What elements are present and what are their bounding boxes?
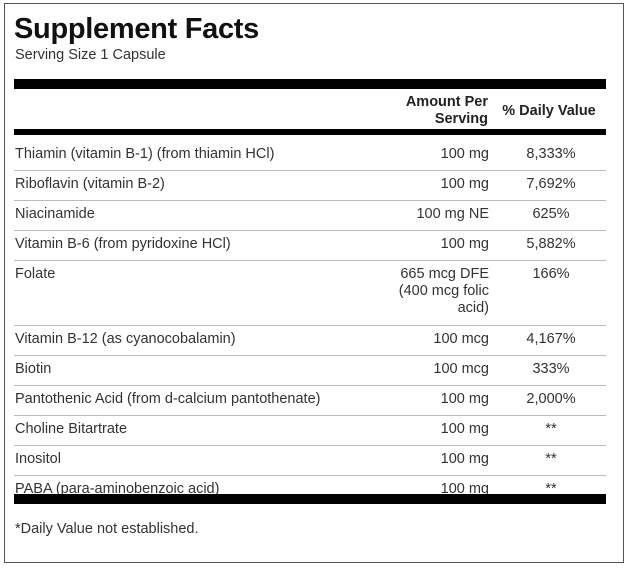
- table-row: Niacinamide 100 mg NE 625%: [14, 201, 606, 231]
- amount-header-line-1: Amount Per: [405, 94, 488, 110]
- daily-value-header: % Daily Value: [502, 103, 596, 119]
- amount-per-serving-header: Amount Per Serving: [378, 94, 488, 128]
- amount-per-serving: 100 mg: [441, 236, 489, 253]
- daily-value-percent: **: [545, 481, 557, 497]
- table-row: Riboflavin (vitamin B-2) 100 mg 7,692%: [14, 171, 606, 201]
- nutrient-name: Riboflavin (vitamin B-2): [15, 176, 165, 192]
- daily-value-percent: 8,333%: [526, 146, 576, 162]
- amount-per-serving: 100 mg NE: [416, 206, 489, 223]
- amount-line: 100 mcg: [433, 331, 489, 347]
- amount-line: acid): [457, 300, 489, 316]
- amount-line: 100 mg: [440, 146, 489, 162]
- table-row: Pantothenic Acid (from d-calcium pantoth…: [14, 386, 606, 416]
- nutrient-name: Choline Bitartrate: [15, 421, 128, 437]
- serving-size: Serving Size 1 Capsule: [15, 47, 166, 63]
- amount-line: (400 mcg folic: [398, 283, 489, 299]
- daily-value-percent: 7,692%: [526, 176, 576, 192]
- amount-line: 100 mg: [440, 391, 489, 407]
- supplement-facts-panel: [4, 3, 624, 563]
- daily-value-percent: **: [545, 451, 557, 467]
- table-row: Folate 665 mcg DFE (400 mcg folic acid) 166%: [14, 261, 606, 326]
- amount-per-serving: 100 mcg: [433, 331, 489, 348]
- table-row: Biotin 100 mcg 333%: [14, 356, 606, 386]
- nutrient-name: Niacinamide: [15, 206, 95, 222]
- amount-per-serving: 100 mg: [441, 176, 489, 193]
- amount-per-serving: 100 mg: [441, 421, 489, 438]
- nutrient-name: Inositol: [15, 451, 61, 467]
- table-row: Vitamin B-6 (from pyridoxine HCl) 100 mg 5…: [14, 231, 606, 261]
- daily-value-percent: 166%: [532, 266, 570, 282]
- amount-line: 100 mg: [440, 176, 489, 192]
- amount-line: 100 mg: [440, 236, 489, 252]
- panel-title: Supplement Facts: [14, 13, 259, 45]
- nutrient-name: Thiamin (vitamin B-1) (from thiamin HCl): [15, 146, 275, 162]
- daily-value-percent: 333%: [532, 361, 570, 377]
- amount-line: 100 mg: [440, 421, 489, 437]
- bottom-divider-bar: [14, 494, 606, 504]
- footnote: *Daily Value not established.: [15, 521, 199, 537]
- amount-per-serving: 665 mcg DFE (400 mcg folic acid): [399, 266, 489, 317]
- top-divider-bar: [14, 79, 606, 89]
- amount-line: 100 mg NE: [416, 206, 489, 222]
- daily-value-percent: 5,882%: [526, 236, 576, 252]
- nutrient-table: Thiamin (vitamin B-1) (from thiamin HCl)…: [14, 141, 606, 505]
- daily-value-percent: 2,000%: [526, 391, 576, 407]
- table-row: Vitamin B-12 (as cyanocobalamin) 100 mcg 4…: [14, 326, 606, 356]
- nutrient-name: Pantothenic Acid (from d-calcium pantoth…: [15, 391, 321, 407]
- nutrient-name: Vitamin B-6 (from pyridoxine HCl): [15, 236, 231, 252]
- table-row: Thiamin (vitamin B-1) (from thiamin HCl)…: [14, 141, 606, 171]
- amount-header-line-2: Serving: [434, 111, 488, 127]
- amount-line: 100 mcg: [433, 361, 489, 377]
- header-divider-bar: [14, 129, 606, 135]
- table-row: Inositol 100 mg **: [14, 446, 606, 476]
- daily-value-percent: 625%: [532, 206, 570, 222]
- nutrient-name: PABA (para-aminobenzoic acid): [15, 481, 220, 497]
- daily-value-percent: 4,167%: [526, 331, 576, 347]
- amount-per-serving: 100 mg: [441, 481, 489, 498]
- nutrient-name: Vitamin B-12 (as cyanocobalamin): [15, 331, 236, 347]
- nutrient-name: Biotin: [15, 361, 52, 377]
- amount-line: 665 mcg DFE: [400, 266, 489, 282]
- amount-line: 100 mg: [440, 481, 489, 497]
- table-row: PABA (para-aminobenzoic acid) 100 mg **: [14, 476, 606, 505]
- daily-value-percent: **: [545, 421, 557, 437]
- nutrient-name: Folate: [15, 266, 56, 282]
- amount-per-serving: 100 mg: [441, 391, 489, 408]
- amount-per-serving: 100 mcg: [433, 361, 489, 378]
- amount-per-serving: 100 mg: [441, 451, 489, 468]
- table-row: Choline Bitartrate 100 mg **: [14, 416, 606, 446]
- amount-line: 100 mg: [440, 451, 489, 467]
- amount-per-serving: 100 mg: [441, 146, 489, 163]
